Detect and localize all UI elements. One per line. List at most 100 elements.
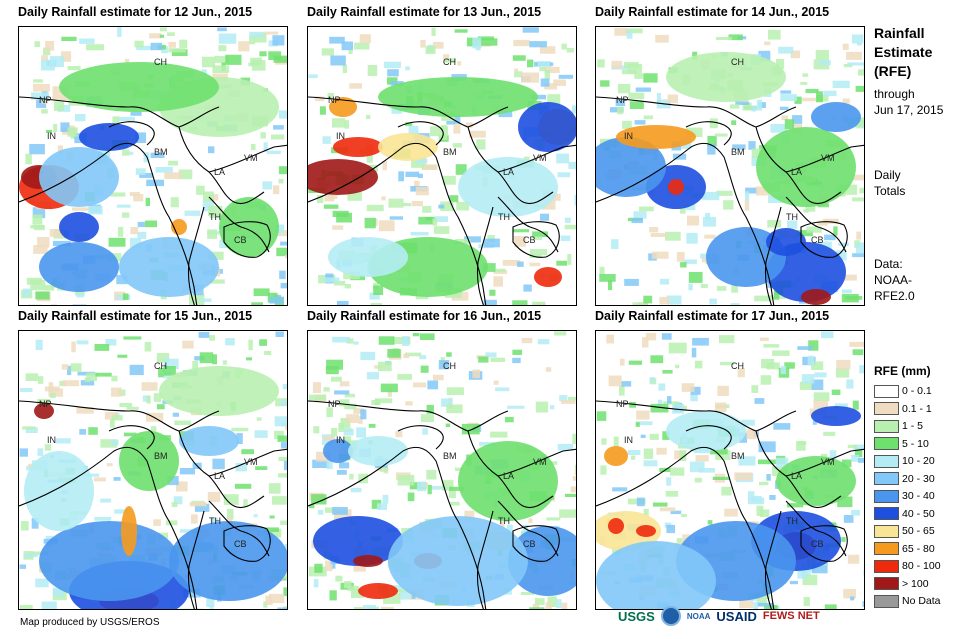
rain-cell <box>254 33 267 43</box>
rain-cell <box>122 149 130 156</box>
rain-cell <box>490 357 505 362</box>
rain-cell <box>840 184 858 195</box>
rain-cell <box>316 451 331 462</box>
rain-cell <box>836 368 850 378</box>
country-label: VM <box>533 153 547 163</box>
rain-cell <box>859 365 864 374</box>
rain-cell <box>434 216 448 222</box>
rain-cell <box>539 46 556 54</box>
rain-cell <box>556 153 570 164</box>
country-label: CH <box>443 57 456 67</box>
rain-cell <box>472 37 482 49</box>
rain-cell <box>259 339 267 346</box>
country-label: NP <box>39 399 52 409</box>
legend-swatch <box>874 454 899 468</box>
rain-cell <box>556 599 562 608</box>
rain-cell <box>864 608 865 610</box>
rain-cell <box>709 298 717 305</box>
rain-cell <box>432 374 444 381</box>
panel-title: Daily Rainfall estimate for 13 Jun., 201… <box>307 5 542 19</box>
rain-cell <box>821 331 834 339</box>
rain-cell <box>25 153 32 165</box>
rain-cell <box>405 352 422 357</box>
rain-cell <box>348 50 353 54</box>
rain-cell <box>331 428 338 437</box>
rain-cell <box>286 202 287 210</box>
rain-cell <box>44 386 60 392</box>
rain-cell <box>40 59 55 71</box>
rain-cell <box>799 381 812 390</box>
rain-cell <box>690 394 698 402</box>
rain-cell <box>751 385 759 393</box>
rain-cell <box>851 455 859 462</box>
rain-cell <box>856 231 862 240</box>
rain-cluster <box>323 439 353 463</box>
rain-cell <box>410 231 429 236</box>
rain-cell <box>336 212 352 223</box>
rain-cell <box>274 416 287 427</box>
rain-cell <box>135 132 146 143</box>
rain-cell <box>719 335 735 344</box>
rain-cell <box>250 57 262 66</box>
rain-cell <box>210 517 218 523</box>
rain-cell <box>178 169 193 180</box>
rain-cell <box>446 352 452 357</box>
rain-cell <box>842 459 852 468</box>
rain-cell <box>106 463 113 467</box>
rain-cell <box>481 38 498 46</box>
rain-cell <box>330 562 336 569</box>
rain-cell <box>260 132 266 139</box>
rain-cell <box>144 220 158 228</box>
rain-cell <box>560 235 571 242</box>
rainfall-field <box>596 27 865 305</box>
rain-cell <box>273 125 284 130</box>
country-border <box>108 121 155 146</box>
rain-cell <box>183 588 201 598</box>
rain-cell <box>864 272 865 275</box>
rain-cell <box>574 194 576 206</box>
country-label: IN <box>336 131 345 141</box>
rain-cell <box>323 435 335 441</box>
country-border <box>800 221 848 258</box>
rain-cell <box>130 111 142 116</box>
rain-cell <box>61 364 69 370</box>
rain-cell <box>62 380 80 387</box>
rain-cell <box>70 363 82 372</box>
rain-cell <box>426 404 434 414</box>
rain-cell <box>512 300 528 305</box>
rain-cell <box>548 461 558 465</box>
rain-cell <box>635 421 653 426</box>
rain-cell <box>275 331 284 337</box>
legend-item: 65 - 80 <box>874 541 941 557</box>
rain-cell <box>53 240 71 246</box>
rain-cell <box>559 395 568 402</box>
rain-cell <box>466 122 473 128</box>
rain-cell <box>271 528 282 538</box>
rain-cell <box>668 342 687 354</box>
rain-cell <box>51 304 57 305</box>
rain-cell <box>33 245 48 254</box>
rain-cell <box>171 502 178 508</box>
rain-cell <box>313 579 319 588</box>
rain-cluster <box>378 133 438 161</box>
rain-cell <box>45 129 53 133</box>
rain-cell <box>863 62 864 73</box>
rain-cell <box>807 355 815 366</box>
rain-cell <box>704 234 716 239</box>
rain-cell <box>549 193 561 201</box>
rain-cell <box>769 495 776 500</box>
rain-cell <box>692 337 709 346</box>
country-border <box>223 221 271 258</box>
rain-cell <box>415 294 429 300</box>
rain-cell <box>134 40 144 48</box>
rain-cell <box>336 300 349 305</box>
rain-cell <box>88 205 103 215</box>
rain-cell <box>29 144 45 155</box>
rain-cell <box>810 379 824 390</box>
legend-label: 0.1 - 1 <box>902 402 932 415</box>
legend-label: 5 - 10 <box>902 437 929 450</box>
rainfall-field <box>19 27 287 305</box>
rain-cell <box>327 93 334 100</box>
country-border <box>208 500 270 557</box>
rainfall-field <box>19 331 287 609</box>
